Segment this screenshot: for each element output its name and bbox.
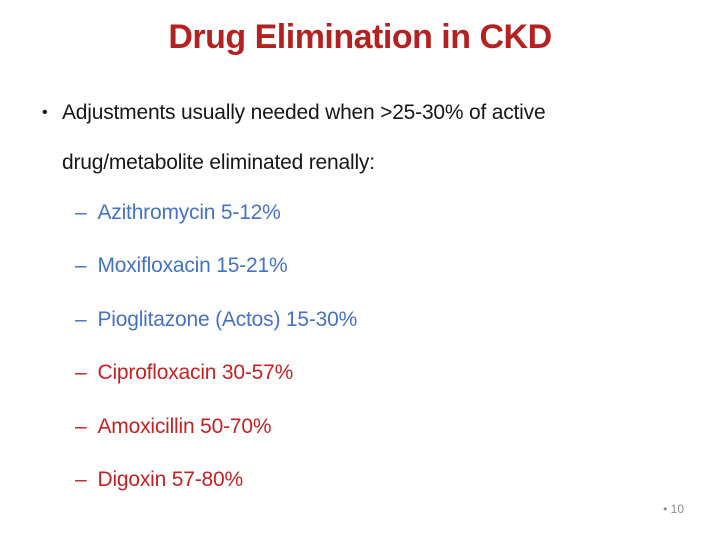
main-bullet-text: Adjustments usually needed when >25-30% …: [62, 101, 546, 174]
main-bullet: • Adjustments usually needed when >25-30…: [42, 88, 630, 188]
drug-list-item: – Amoxicillin 50-70%: [75, 400, 675, 453]
drug-item-label: Digoxin 57-80%: [97, 467, 243, 491]
drug-item-label: Azithromycin 5-12%: [97, 201, 281, 224]
dash-icon: –: [75, 414, 87, 438]
drug-item-label: Ciprofloxacin 30-57%: [97, 361, 294, 385]
drug-item-label: Pioglitazone (Actos) 15-30%: [97, 307, 358, 331]
drug-list-item: – Pioglitazone (Actos) 15-30%: [75, 293, 675, 346]
slide-title: Drug Elimination in CKD: [168, 18, 552, 56]
dash-icon: –: [75, 307, 87, 331]
bullet-icon: •: [42, 104, 48, 121]
drug-item-label: Amoxicillin 50-70%: [97, 414, 272, 438]
dash-icon: –: [75, 254, 87, 278]
slide-number: • 10: [663, 502, 684, 516]
drug-list-item: – Moxifloxacin 15-21%: [75, 239, 675, 292]
dash-icon: –: [75, 361, 87, 385]
drug-list-item: – Digoxin 57-80%: [75, 453, 675, 506]
dash-icon: –: [75, 467, 87, 491]
dash-icon: –: [75, 201, 87, 224]
drug-list-item: – Azithromycin 5-12%: [75, 186, 675, 239]
drug-list-item: – Ciprofloxacin 30-57%: [75, 346, 675, 399]
drug-item-label: Moxifloxacin 15-21%: [97, 254, 288, 278]
drug-list: – Azithromycin 5-12% – Moxifloxacin 15-2…: [75, 186, 675, 506]
